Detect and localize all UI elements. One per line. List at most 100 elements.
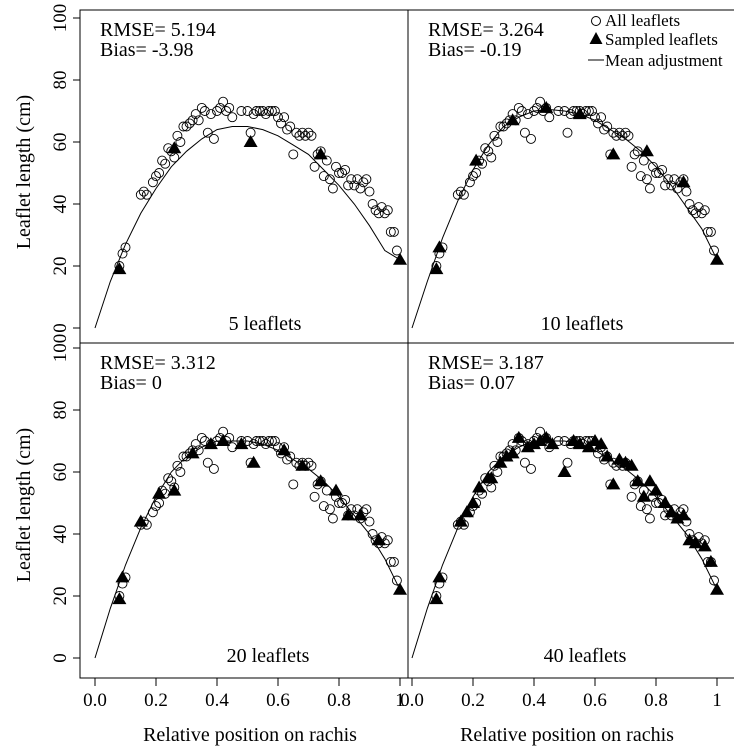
all-leaflet-point — [273, 112, 283, 123]
sampled-leaflet-point — [472, 480, 487, 493]
sampled-leaflet-point — [533, 434, 548, 446]
all-leaflet-point — [248, 109, 259, 120]
sampled-leaflet-point — [115, 570, 130, 583]
panel-label: 20 leaflets — [227, 645, 310, 667]
all-leaflet-point — [361, 504, 372, 515]
all-leaflet-point — [587, 106, 597, 116]
all-leaflet-point — [498, 121, 509, 132]
all-leaflet-point — [635, 171, 646, 182]
all-leaflet-point — [376, 202, 387, 213]
all-leaflet-point — [629, 149, 640, 160]
all-leaflet-point — [361, 174, 372, 185]
all-leaflet-point — [349, 180, 360, 191]
all-leaflet-point — [327, 183, 338, 194]
all-leaflet-point — [160, 158, 171, 169]
all-leaflet-point — [519, 127, 530, 138]
sampled-leaflet-point — [453, 514, 468, 527]
all-leaflet-point — [480, 143, 491, 154]
all-leaflet-point — [687, 205, 698, 216]
all-leaflet-point — [364, 186, 375, 197]
all-leaflet-point — [221, 106, 232, 116]
all-leaflet-point — [626, 491, 637, 502]
sampled-leaflet-point — [353, 508, 368, 521]
sampled-leaflet-point — [246, 455, 261, 468]
all-leaflet-point — [522, 109, 533, 120]
all-leaflet-point — [269, 106, 280, 116]
all-leaflet-point — [346, 504, 357, 515]
sampled-leaflet-point — [572, 107, 587, 120]
all-leaflet-point — [227, 442, 238, 453]
all-leaflet-point — [699, 205, 710, 216]
all-leaflet-point — [202, 457, 213, 468]
all-leaflet-point — [269, 436, 280, 446]
sampled-leaflet-point — [167, 483, 182, 496]
y-tick-label: 0 — [50, 653, 71, 663]
all-leaflet-point — [324, 504, 335, 515]
sampled-leaflet-point — [469, 153, 484, 166]
all-leaflet-point — [163, 473, 174, 484]
rmse-text: RMSE= 5.194 — [100, 19, 216, 41]
all-leaflet-point — [596, 112, 607, 123]
sampled-leaflet-point — [688, 536, 703, 549]
sampled-leaflet-point — [112, 592, 127, 605]
all-leaflet-point — [120, 242, 131, 253]
sampled-leaflet-point — [664, 505, 679, 518]
y-tick-label: 20 — [50, 587, 71, 606]
sampled-leaflet-point — [505, 113, 520, 126]
all-leaflet-point — [526, 463, 536, 474]
all-leaflet-point — [187, 115, 198, 126]
sampled-leaflet-point — [484, 471, 499, 484]
all-leaflet-point — [337, 168, 348, 178]
all-leaflet-point — [196, 432, 207, 443]
all-leaflet-point — [458, 189, 469, 200]
panel-label: 10 leaflets — [541, 313, 624, 335]
legend-triangle-marker — [589, 32, 603, 44]
all-leaflet-point — [327, 513, 338, 524]
all-leaflet-point — [138, 186, 149, 197]
y-tick-label: 40 — [50, 525, 71, 544]
legend-label-mean-adjustment: Mean adjustment — [605, 51, 723, 70]
all-leaflet-point — [455, 186, 466, 197]
sampled-leaflet-point — [545, 437, 560, 450]
all-leaflet-point — [602, 121, 613, 132]
sampled-leaflet-point — [624, 458, 639, 471]
all-leaflet-point — [251, 436, 262, 446]
sampled-leaflet-point — [499, 449, 514, 462]
sampled-leaflet-point — [203, 437, 218, 450]
sampled-leaflet-point — [670, 511, 685, 524]
sampled-leaflet-point — [697, 539, 712, 552]
all-leaflet-point — [190, 439, 201, 450]
y-axis-title-top: Leaflet length (cm) — [13, 95, 35, 249]
all-leaflet-point — [690, 208, 701, 219]
all-leaflet-point — [236, 106, 247, 116]
all-leaflet-point — [452, 189, 463, 200]
y-tick-label: 40 — [50, 195, 71, 214]
all-leaflet-point — [266, 436, 277, 446]
sampled-leaflet-point — [527, 437, 541, 450]
all-leaflet-point — [306, 130, 317, 141]
all-leaflet-point — [373, 208, 384, 219]
all-leaflet-point — [343, 180, 354, 191]
sampled-leaflet-point — [341, 508, 356, 521]
all-leaflet-point — [334, 168, 344, 178]
all-leaflet-point — [208, 463, 219, 474]
all-leaflet-point — [385, 226, 396, 237]
all-leaflet-point — [288, 149, 299, 160]
sampled-leaflet-point — [429, 592, 444, 605]
sampled-leaflet-point — [639, 144, 654, 157]
all-leaflet-point — [324, 174, 335, 185]
all-leaflet-point — [337, 498, 348, 508]
all-leaflet-point — [495, 121, 506, 132]
all-leaflet-point — [285, 121, 296, 132]
sampled-leaflet-point — [295, 458, 310, 471]
all-leaflet-point — [516, 106, 527, 116]
sampled-leaflet-point — [581, 440, 596, 453]
x-axis-title-right: Relative position on rachis — [460, 724, 674, 746]
all-leaflet-point — [648, 161, 658, 172]
x-tick-label: 0.4 — [522, 690, 546, 711]
x-tick-label: 0.6 — [266, 690, 290, 711]
all-leaflet-point — [318, 171, 329, 182]
all-leaflet-point — [117, 248, 128, 259]
all-leaflet-point — [208, 133, 219, 144]
